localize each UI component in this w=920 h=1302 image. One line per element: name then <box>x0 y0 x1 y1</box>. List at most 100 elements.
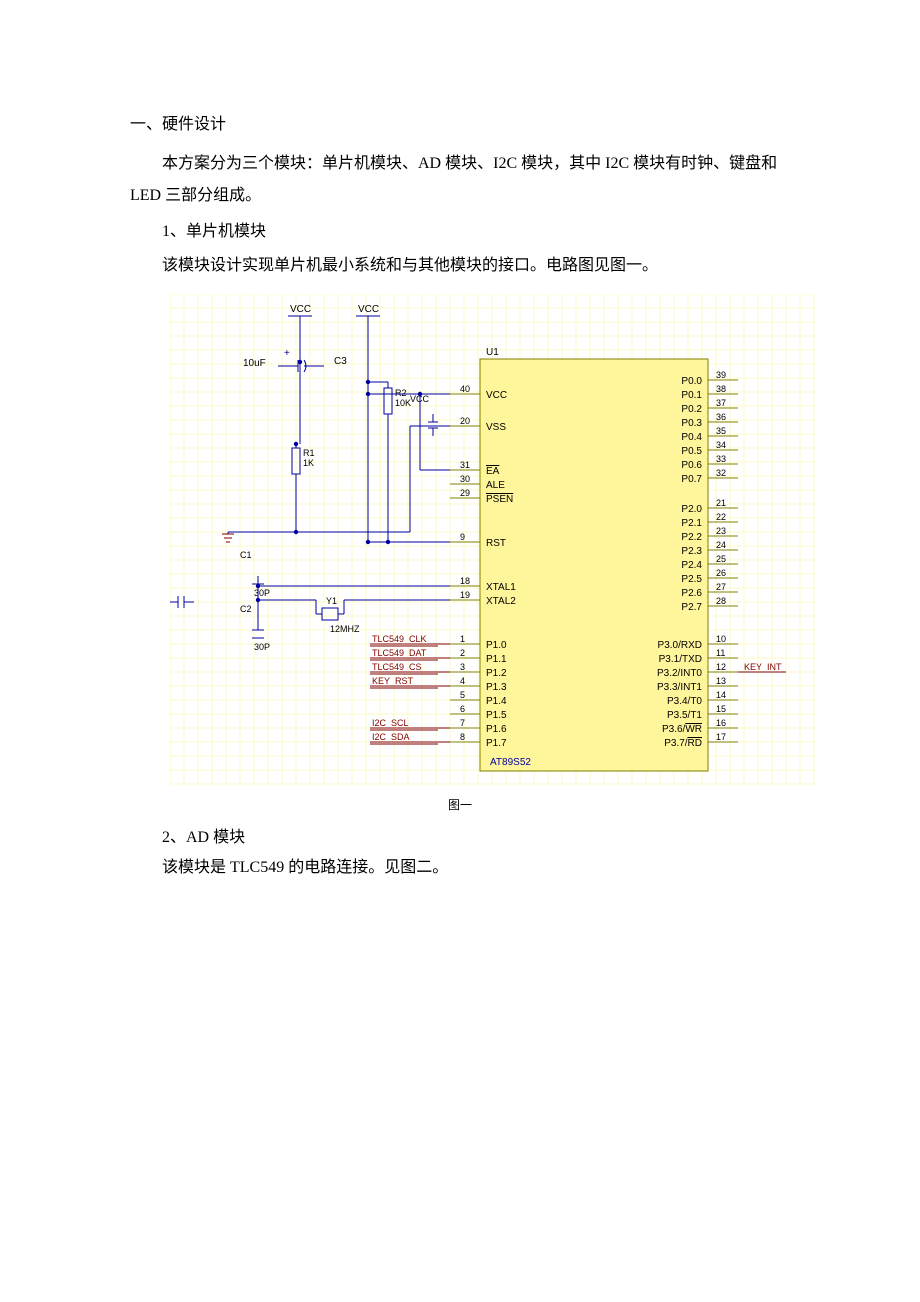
svg-text:C1: C1 <box>240 550 252 560</box>
svg-text:1K: 1K <box>303 458 314 468</box>
svg-text:P3.6/WR: P3.6/WR <box>662 724 702 735</box>
svg-text:1: 1 <box>460 634 465 644</box>
svg-text:23: 23 <box>716 526 726 536</box>
svg-text:30P: 30P <box>254 588 270 598</box>
svg-text:P3.3/INT1: P3.3/INT1 <box>657 682 702 693</box>
svg-text:30P: 30P <box>254 642 270 652</box>
figure-1-caption: 图一 <box>130 796 790 813</box>
svg-text:R2: R2 <box>395 388 407 398</box>
schematic-svg: VCCVCCC310uF+R210KVCCR11KC130PC230PY112M… <box>170 294 826 792</box>
svg-text:8: 8 <box>460 732 465 742</box>
svg-text:10: 10 <box>716 634 726 644</box>
svg-text:P2.3: P2.3 <box>681 546 702 557</box>
svg-text:R1: R1 <box>303 448 315 458</box>
svg-text:25: 25 <box>716 554 726 564</box>
svg-text:7: 7 <box>460 718 465 728</box>
svg-text:P1.2: P1.2 <box>486 668 507 679</box>
page: 一、硬件设计 本方案分为三个模块：单片机模块、AD 模块、I2C 模块，其中 I… <box>0 0 920 933</box>
svg-text:P1.3: P1.3 <box>486 682 507 693</box>
svg-text:36: 36 <box>716 412 726 422</box>
svg-text:P2.6: P2.6 <box>681 588 702 599</box>
svg-text:VCC: VCC <box>358 304 379 315</box>
svg-text:12MHZ: 12MHZ <box>330 624 360 634</box>
svg-text:VSS: VSS <box>486 422 506 433</box>
svg-text:P3.2/INT0: P3.2/INT0 <box>657 668 702 679</box>
subsection-2: 2、AD 模块 <box>130 823 790 853</box>
svg-text:ALE: ALE <box>486 480 505 491</box>
svg-text:12: 12 <box>716 662 726 672</box>
svg-text:24: 24 <box>716 540 726 550</box>
svg-text:27: 27 <box>716 582 726 592</box>
svg-text:38: 38 <box>716 384 726 394</box>
svg-text:XTAL2: XTAL2 <box>486 596 516 607</box>
svg-text:P0.2: P0.2 <box>681 404 702 415</box>
svg-text:P0.7: P0.7 <box>681 474 702 485</box>
svg-text:P0.5: P0.5 <box>681 446 702 457</box>
svg-text:P2.7: P2.7 <box>681 602 702 613</box>
svg-text:21: 21 <box>716 498 726 508</box>
svg-text:14: 14 <box>716 690 726 700</box>
svg-text:32: 32 <box>716 468 726 478</box>
svg-text:26: 26 <box>716 568 726 578</box>
svg-text:KEY_RST: KEY_RST <box>372 676 414 686</box>
svg-text:P1.4: P1.4 <box>486 696 507 707</box>
svg-text:P1.5: P1.5 <box>486 710 507 721</box>
svg-text:17: 17 <box>716 732 726 742</box>
svg-text:19: 19 <box>460 590 470 600</box>
svg-text:16: 16 <box>716 718 726 728</box>
svg-text:P3.0/RXD: P3.0/RXD <box>658 640 702 651</box>
svg-text:+: + <box>284 348 290 359</box>
svg-text:Y1: Y1 <box>326 596 337 606</box>
svg-text:AT89S52: AT89S52 <box>490 757 531 768</box>
svg-text:10uF: 10uF <box>243 358 266 369</box>
subsection-1: 1、单片机模块 <box>130 216 790 248</box>
svg-text:TLC549_CS: TLC549_CS <box>372 662 422 672</box>
svg-text:VCC: VCC <box>486 390 507 401</box>
svg-text:I2C_SCL: I2C_SCL <box>372 718 409 728</box>
svg-text:XTAL1: XTAL1 <box>486 582 516 593</box>
svg-text:9: 9 <box>460 532 465 542</box>
svg-text:3: 3 <box>460 662 465 672</box>
svg-text:30: 30 <box>460 474 470 484</box>
svg-text:I2C_SDA: I2C_SDA <box>372 732 410 742</box>
svg-text:22: 22 <box>716 512 726 522</box>
section-heading: 一、硬件设计 <box>130 110 790 134</box>
svg-text:KEY_INT: KEY_INT <box>744 662 782 672</box>
svg-text:P3.5/T1: P3.5/T1 <box>667 710 702 721</box>
svg-text:P0.0: P0.0 <box>681 376 702 387</box>
svg-text:37: 37 <box>716 398 726 408</box>
svg-text:U1: U1 <box>486 347 499 358</box>
svg-text:18: 18 <box>460 576 470 586</box>
svg-text:PSEN: PSEN <box>486 494 513 505</box>
svg-text:5: 5 <box>460 690 465 700</box>
svg-text:P0.1: P0.1 <box>681 390 702 401</box>
svg-text:28: 28 <box>716 596 726 606</box>
svg-text:TLC549_DAT: TLC549_DAT <box>372 648 427 658</box>
svg-text:VCC: VCC <box>290 304 311 315</box>
svg-text:C2: C2 <box>240 604 252 614</box>
svg-text:P3.1/TXD: P3.1/TXD <box>659 654 702 665</box>
svg-text:2: 2 <box>460 648 465 658</box>
svg-text:P0.6: P0.6 <box>681 460 702 471</box>
svg-text:31: 31 <box>460 460 470 470</box>
svg-text:11: 11 <box>716 648 725 658</box>
svg-text:15: 15 <box>716 704 726 714</box>
svg-text:29: 29 <box>460 488 470 498</box>
svg-text:40: 40 <box>460 384 470 394</box>
svg-text:20: 20 <box>460 416 470 426</box>
svg-text:35: 35 <box>716 426 726 436</box>
paragraph-intro: 本方案分为三个模块：单片机模块、AD 模块、I2C 模块，其中 I2C 模块有时… <box>130 148 790 212</box>
svg-text:EA: EA <box>486 466 500 477</box>
svg-text:RST: RST <box>486 538 506 549</box>
svg-text:P1.0: P1.0 <box>486 640 507 651</box>
svg-text:4: 4 <box>460 676 465 686</box>
svg-text:P0.4: P0.4 <box>681 432 702 443</box>
subsection-1-desc: 该模块设计实现单片机最小系统和与其他模块的接口。电路图见图一。 <box>130 250 790 282</box>
svg-text:33: 33 <box>716 454 726 464</box>
schematic-figure-1: VCCVCCC310uF+R210KVCCR11KC130PC230PY112M… <box>170 294 790 792</box>
svg-text:C3: C3 <box>334 356 347 367</box>
svg-text:39: 39 <box>716 370 726 380</box>
svg-text:6: 6 <box>460 704 465 714</box>
svg-text:P1.7: P1.7 <box>486 738 507 749</box>
svg-text:P1.6: P1.6 <box>486 724 507 735</box>
